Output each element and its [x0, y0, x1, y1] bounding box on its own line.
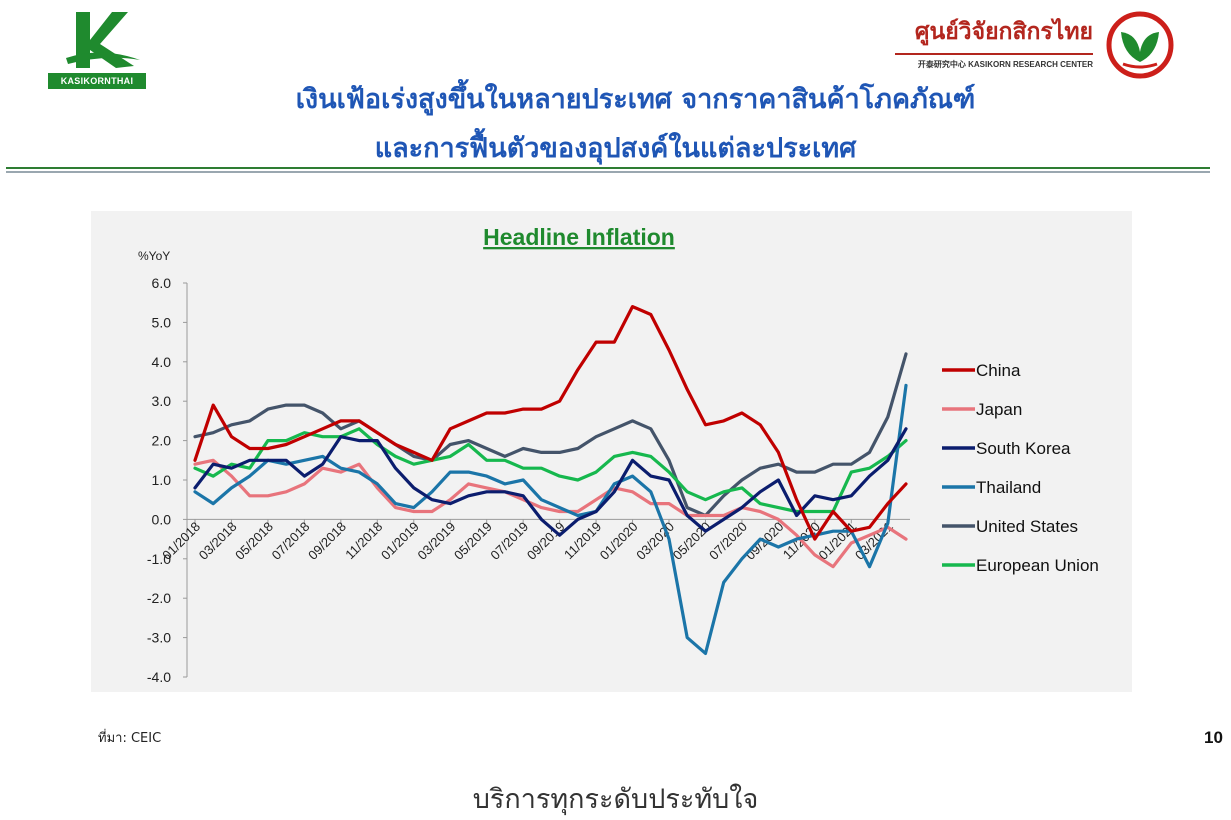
legend-label: Thailand — [976, 478, 1041, 497]
y-tick-label: -4.0 — [147, 669, 171, 685]
legend-label: United States — [976, 517, 1078, 536]
y-tick-label: 6.0 — [152, 275, 172, 291]
page-number: 10 — [1204, 728, 1223, 747]
series-line-south-korea — [193, 427, 908, 537]
x-tick-label: 11/2018 — [342, 519, 385, 562]
chart-title: Headline Inflation — [483, 224, 675, 250]
kasikornthai-logo: KASIKORNTHAI — [48, 10, 148, 90]
inflation-chart: Headline Inflation %YoY 6.0 5.0 4.0 3.0 2.0 1… — [91, 211, 1132, 692]
x-tick-label: 11/2019 — [561, 519, 604, 562]
x-tick-label: 07/2019 — [487, 519, 531, 563]
brand-left-label: KASIKORNTHAI — [48, 73, 146, 89]
x-tick-label: 01/2019 — [378, 519, 422, 563]
legend-label: European Union — [976, 556, 1099, 575]
y-tick-label: 4.0 — [152, 354, 172, 370]
legend-label: China — [976, 361, 1021, 380]
source-note: ที่มา: CEIC — [98, 731, 162, 746]
chart-legend: China Japan South Korea Thailand United Stat… — [942, 361, 1099, 575]
series-line-thailand — [193, 383, 908, 655]
legend-label: South Korea — [976, 439, 1071, 458]
x-tick-label: 07/2018 — [269, 519, 313, 563]
slide-title-line2: และการฟื้นตัวของอุปสงค์ในแต่ละประเทศ — [374, 133, 857, 164]
krc-logo: ศูนย์วิจัยกสิกรไทย 开泰研究中心 KASIKORN RESEA… — [895, 10, 1185, 82]
x-tick-label: 09/2018 — [305, 519, 349, 563]
y-tick-label: 1.0 — [152, 472, 172, 488]
chart-canvas: Headline Inflation %YoY 6.0 5.0 4.0 3.0 2.0 1… — [138, 224, 1099, 685]
header-divider-green — [6, 167, 1210, 169]
krc-english-name: 开泰研究中心 KASIKORN RESEARCH CENTER — [917, 60, 1093, 69]
y-tick-label: -1.0 — [147, 551, 171, 567]
x-tick-label: 09/2019 — [524, 519, 568, 563]
x-tick-label: 05/2018 — [232, 519, 276, 563]
y-tick-label: 2.0 — [152, 433, 172, 449]
x-tick-label: 01/2020 — [597, 519, 641, 563]
series-line-european-union — [193, 427, 908, 514]
y-tick-label: 3.0 — [152, 393, 172, 409]
krc-thai-name: ศูนย์วิจัยกสิกรไทย — [914, 19, 1093, 45]
x-tick-label: 05/2019 — [451, 519, 495, 563]
series-line-united-states — [193, 352, 908, 518]
series-line-china — [193, 304, 908, 541]
slide-title-line1: เงินเฟ้อเร่งสูงขึ้นในหลายประเทศ จากราคาส… — [295, 84, 976, 115]
legend-label: Japan — [976, 400, 1022, 419]
y-tick-label: 0.0 — [152, 511, 172, 527]
x-tick-label: 03/2019 — [415, 519, 459, 563]
series-line-japan — [193, 458, 908, 569]
footer-tagline: บริการทุกระดับประทับใจ — [472, 784, 759, 815]
header-divider-grey — [6, 171, 1210, 173]
y-tick-label: -2.0 — [147, 590, 171, 606]
krc-seal-icon — [1106, 11, 1174, 79]
chart-axes: 6.0 5.0 4.0 3.0 2.0 1.0 0.0 -1.0 -2.0 -3.0 -4.0 01/… — [147, 275, 910, 685]
series-lines — [193, 304, 908, 655]
y-tick-label: -3.0 — [147, 630, 171, 646]
k-logo-icon — [66, 12, 140, 68]
krc-divider — [895, 53, 1093, 55]
y-tick-label: 5.0 — [152, 314, 172, 330]
y-axis-label: %YoY — [138, 249, 170, 263]
x-tick-label: 05/2020 — [670, 519, 714, 563]
x-tick-label: 03/2018 — [196, 519, 240, 563]
